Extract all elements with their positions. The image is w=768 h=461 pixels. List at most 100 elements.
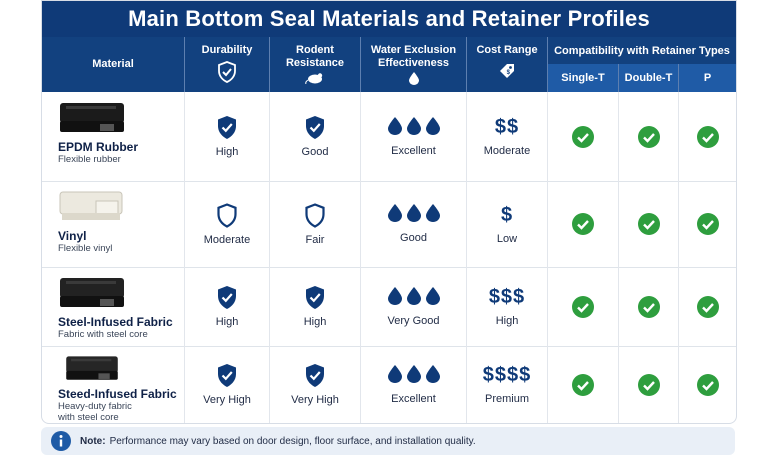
water-drop-icon [425,286,440,305]
compat-double-t [619,267,679,346]
shield-check-icon [306,116,324,139]
water-cell: Excellent [361,346,467,423]
material-description-line2: with steel core [58,412,119,423]
price-tag-icon: $ [500,64,514,78]
check-circle-icon [696,125,719,148]
header-single-t: Single-T [548,64,619,92]
water-drop-icon [425,364,440,383]
compat-double-t [619,181,679,267]
durability-value: Moderate [203,233,251,246]
shield-outline-icon [305,202,325,228]
note-text: Performance may vary based on door desig… [109,435,476,447]
water-value: Good [400,232,427,244]
compat-p [679,181,736,267]
rodent-cell: Good [270,92,361,181]
water-value: Excellent [391,144,436,157]
shield-check-icon [218,61,236,83]
header-cost-label: Cost Range [476,44,538,56]
water-drop-icon [387,116,402,135]
header-rodent-label: Rodent Resistance [285,44,345,69]
header-material: Material [42,37,185,92]
durability-value: High [215,146,239,158]
rodent-cell: High [270,267,361,346]
rodent-value: Good [301,146,329,158]
water-drop-icon [406,286,421,305]
water-drop-icon [425,116,440,135]
compat-single-t [548,92,619,181]
cost-cell: $$$$ Premium [467,346,548,423]
check-circle-icon [572,125,594,148]
check-circle-icon [696,295,719,318]
check-circle-icon [637,295,660,318]
durability-cell: Very High [185,346,270,423]
note-label: Note: [80,435,106,447]
material-sample-image [66,356,118,380]
compat-p [679,267,736,346]
svg-text:$: $ [507,70,511,76]
cost-cell: $ Low [467,181,548,267]
material-name: EPDM Rubber [58,140,139,154]
shield-outline-icon [217,202,237,228]
check-circle-icon [637,213,660,235]
water-drops [387,286,440,305]
water-drop-icon [408,72,419,85]
header-compatibility: Compatibility with Retainer Types [548,37,736,65]
durability-cell: High [185,267,270,346]
material-name: Steed-Infused Fabric [58,387,177,401]
water-drop-icon [425,204,440,222]
cost-value: High [495,315,519,327]
water-drop-icon [387,364,402,383]
table-header: Material Durability Rodent Resistance Wa… [42,37,736,92]
material-description: Flexible rubber [58,154,121,165]
info-icon [51,431,71,451]
page-title: Main Bottom Seal Materials and Retainer … [42,1,736,37]
water-drop-icon [387,286,402,305]
header-material-label: Material [92,58,134,70]
cost-cell: $$$ High [467,267,548,346]
cost-cell: $$ Moderate [467,92,548,181]
table-row: Steel-Infused Fabric Fabric with steel c… [42,267,736,347]
shield-check-icon [218,364,236,387]
rodent-value: High [303,316,327,328]
material-sample-image [60,103,124,132]
mouse-icon [305,73,323,84]
compat-single-t [548,346,619,423]
water-drop-icon [387,204,402,222]
water-value: Very Good [387,314,440,327]
water-drops [387,204,440,222]
material-description: Flexible vinyl [58,243,113,254]
cost-symbol: $ [500,203,514,226]
compat-double-t [619,92,679,181]
check-circle-icon [572,373,594,396]
note-bar: Note: Performance may vary based on door… [41,427,735,455]
header-durability: Durability [185,37,270,92]
material-name: Vinyl [58,229,87,243]
header-double-t: Double-T [619,64,679,92]
compat-double-t [619,346,679,423]
check-circle-icon [696,373,719,396]
compat-p [679,92,736,181]
compat-p [679,346,736,423]
water-drop-icon [406,364,421,383]
cost-value: Low [496,232,518,245]
water-cell: Good [361,181,467,267]
material-sample-image [59,191,123,220]
table-row: EPDM Rubber Flexible rubber High Good Exce… [42,92,736,182]
header-water: Water Exclusion Effectiveness [361,37,467,92]
header-p: P [679,64,736,92]
material-cell: Vinyl Flexible vinyl [42,181,185,267]
check-circle-icon [572,213,594,235]
water-cell: Very Good [361,267,467,346]
material-sample-image [60,278,124,307]
table-row: Steed-Infused Fabric Heavy-duty fabric w… [42,346,736,423]
check-circle-icon [572,295,594,318]
shield-check-icon [218,286,236,309]
shield-check-icon [306,286,324,309]
water-drops [387,364,440,383]
cost-symbol: $$ [494,116,520,138]
compat-single-t [548,267,619,346]
cost-symbol: $$$$ [482,364,532,386]
compat-single-t [548,181,619,267]
material-cell: EPDM Rubber Flexible rubber [42,92,185,181]
material-cell: Steel-Infused Fabric Fabric with steel c… [42,267,185,346]
